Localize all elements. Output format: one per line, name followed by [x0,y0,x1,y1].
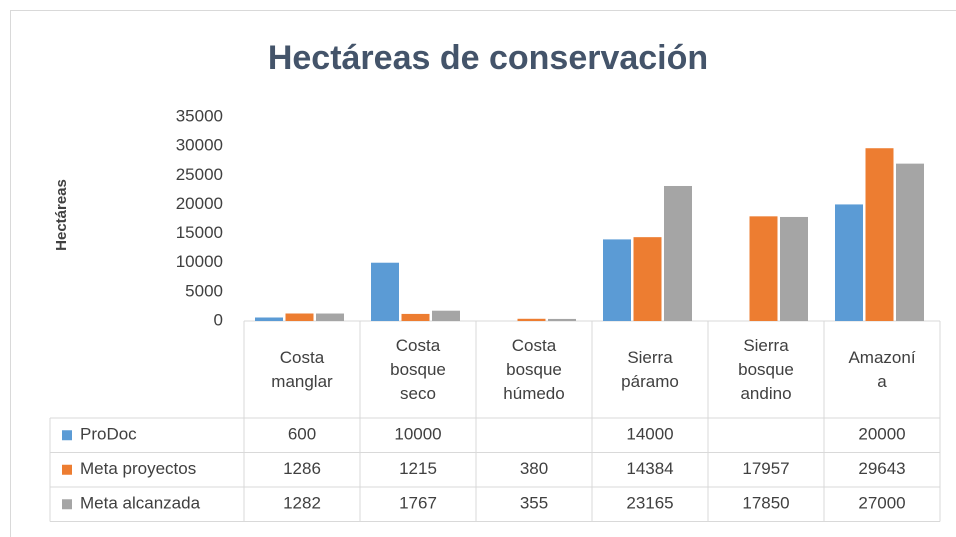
bar [896,163,924,321]
table-value: 29643 [858,459,905,478]
bar [780,216,808,321]
table-value: 1286 [283,459,321,478]
table-value: 17957 [742,459,789,478]
table-value: 10000 [394,425,441,444]
bar [835,204,863,321]
x-tick-label-box: Costa manglar [244,321,360,418]
legend-swatch [62,464,72,475]
y-tick-label: 20000 [176,194,223,213]
x-tick-label: Amazonía [848,347,916,391]
table-value: 27000 [858,494,905,513]
legend-swatch [62,499,72,510]
bar [255,317,283,321]
table-value: 1282 [283,494,321,513]
y-tick-label: 35000 [176,106,223,125]
y-tick-label: 10000 [176,252,223,271]
y-tick-label: 15000 [176,223,223,242]
y-axis-label: Hectáreas [53,179,70,251]
y-tick-label: 5000 [185,281,223,300]
x-tick-label: Sierra páramo [621,347,679,391]
x-tick-label-box: Costa bosque seco [360,321,476,418]
x-tick-label-box: Amazonía [824,321,940,418]
bar [401,313,430,321]
table-value: 14384 [626,459,673,478]
x-tick-cell: Amazonía [824,321,940,418]
bar [865,148,894,321]
table-value: 14000 [626,425,673,444]
x-tick-cell: Costa bosque húmedo [476,321,592,418]
table-value: 1215 [399,459,437,478]
x-tick-label-box: Sierra páramo [592,321,708,418]
y-tick-label: 30000 [176,136,223,155]
bar [371,262,399,321]
legend-label: Meta proyectos [80,459,196,478]
table-value: 1767 [399,494,437,513]
bar [316,313,344,321]
bar [633,237,662,321]
x-tick-label: Costa manglar [271,347,333,391]
table-value: 23165 [626,494,673,513]
x-tick-label: Sierra bosque andino [738,335,794,403]
x-tick-label-box: Costa bosque húmedo [476,321,592,418]
x-tick-cell: Costa bosque seco [360,321,476,418]
x-tick-label-box: Sierra bosque andino [708,321,824,418]
bar [548,318,576,321]
x-tick-cell: Costa manglar [244,321,360,418]
table-value: 380 [520,459,548,478]
chart-border [10,10,956,537]
legend-label: Meta alcanzada [80,494,201,513]
legend-swatch [62,430,72,441]
x-tick-cell: Sierra páramo [592,321,708,418]
bar [603,239,631,321]
table-value: 20000 [858,425,905,444]
bar [432,310,460,321]
bar [664,185,692,321]
table-value: 600 [288,425,316,444]
bar [285,313,314,321]
bar [749,216,778,321]
y-tick-label: 25000 [176,165,223,184]
x-tick-label: Costa bosque húmedo [503,335,565,403]
legend-label: ProDoc [80,425,137,444]
bar [517,318,546,321]
table-value: 355 [520,494,548,513]
chart-title: Hectáreas de conservación [268,39,708,77]
y-tick-label: 0 [214,310,223,329]
x-tick-label: Costa bosque seco [390,335,446,403]
table-value: 17850 [742,494,789,513]
x-tick-cell: Sierra bosque andino [708,321,824,418]
